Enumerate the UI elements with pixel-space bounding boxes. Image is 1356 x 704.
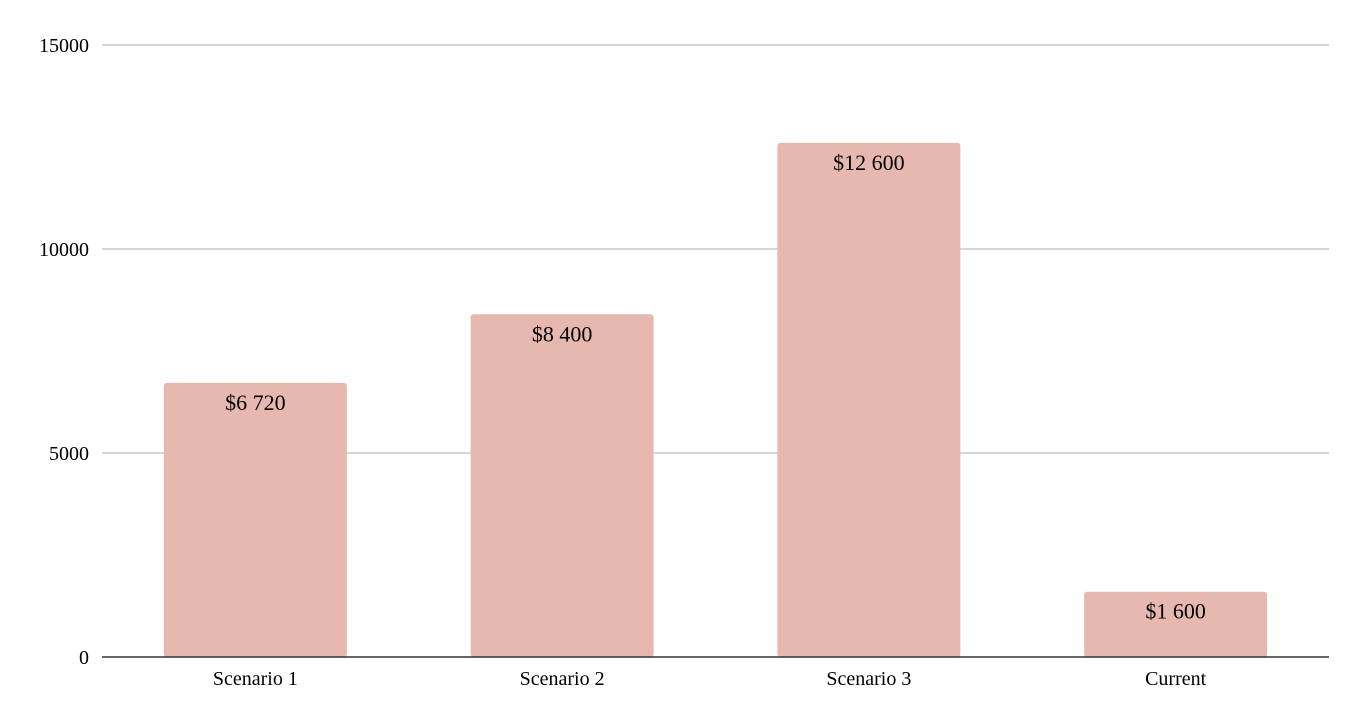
bar-scenario-1 (163, 382, 347, 657)
bars (163, 142, 1268, 658)
x-tick-label: Current (1145, 668, 1207, 690)
data-label: $8 400 (532, 321, 593, 346)
data-label: $12 600 (833, 150, 905, 175)
y-tick-label: 5000 (49, 443, 89, 465)
data-label: $6 720 (225, 390, 286, 415)
y-tick-label: 15000 (39, 35, 89, 57)
x-tick-label: Scenario 1 (213, 668, 298, 690)
data-labels: $6 720 $8 400 $12 600 $1 600 (225, 150, 1206, 624)
x-tick-label: Scenario 2 (520, 668, 605, 690)
y-tick-label: 10000 (39, 239, 89, 261)
y-axis-tick-labels: 0 5000 10000 15000 (39, 35, 89, 669)
x-tick-label: Scenario 3 (826, 668, 911, 690)
bar-current (1084, 591, 1268, 657)
bar-scenario-2 (470, 314, 654, 657)
x-axis-tick-labels: Scenario 1 Scenario 2 Scenario 3 Current (213, 668, 1207, 690)
y-tick-label: 0 (79, 647, 89, 669)
data-label: $1 600 (1145, 599, 1206, 624)
bar-scenario-3 (777, 142, 961, 658)
